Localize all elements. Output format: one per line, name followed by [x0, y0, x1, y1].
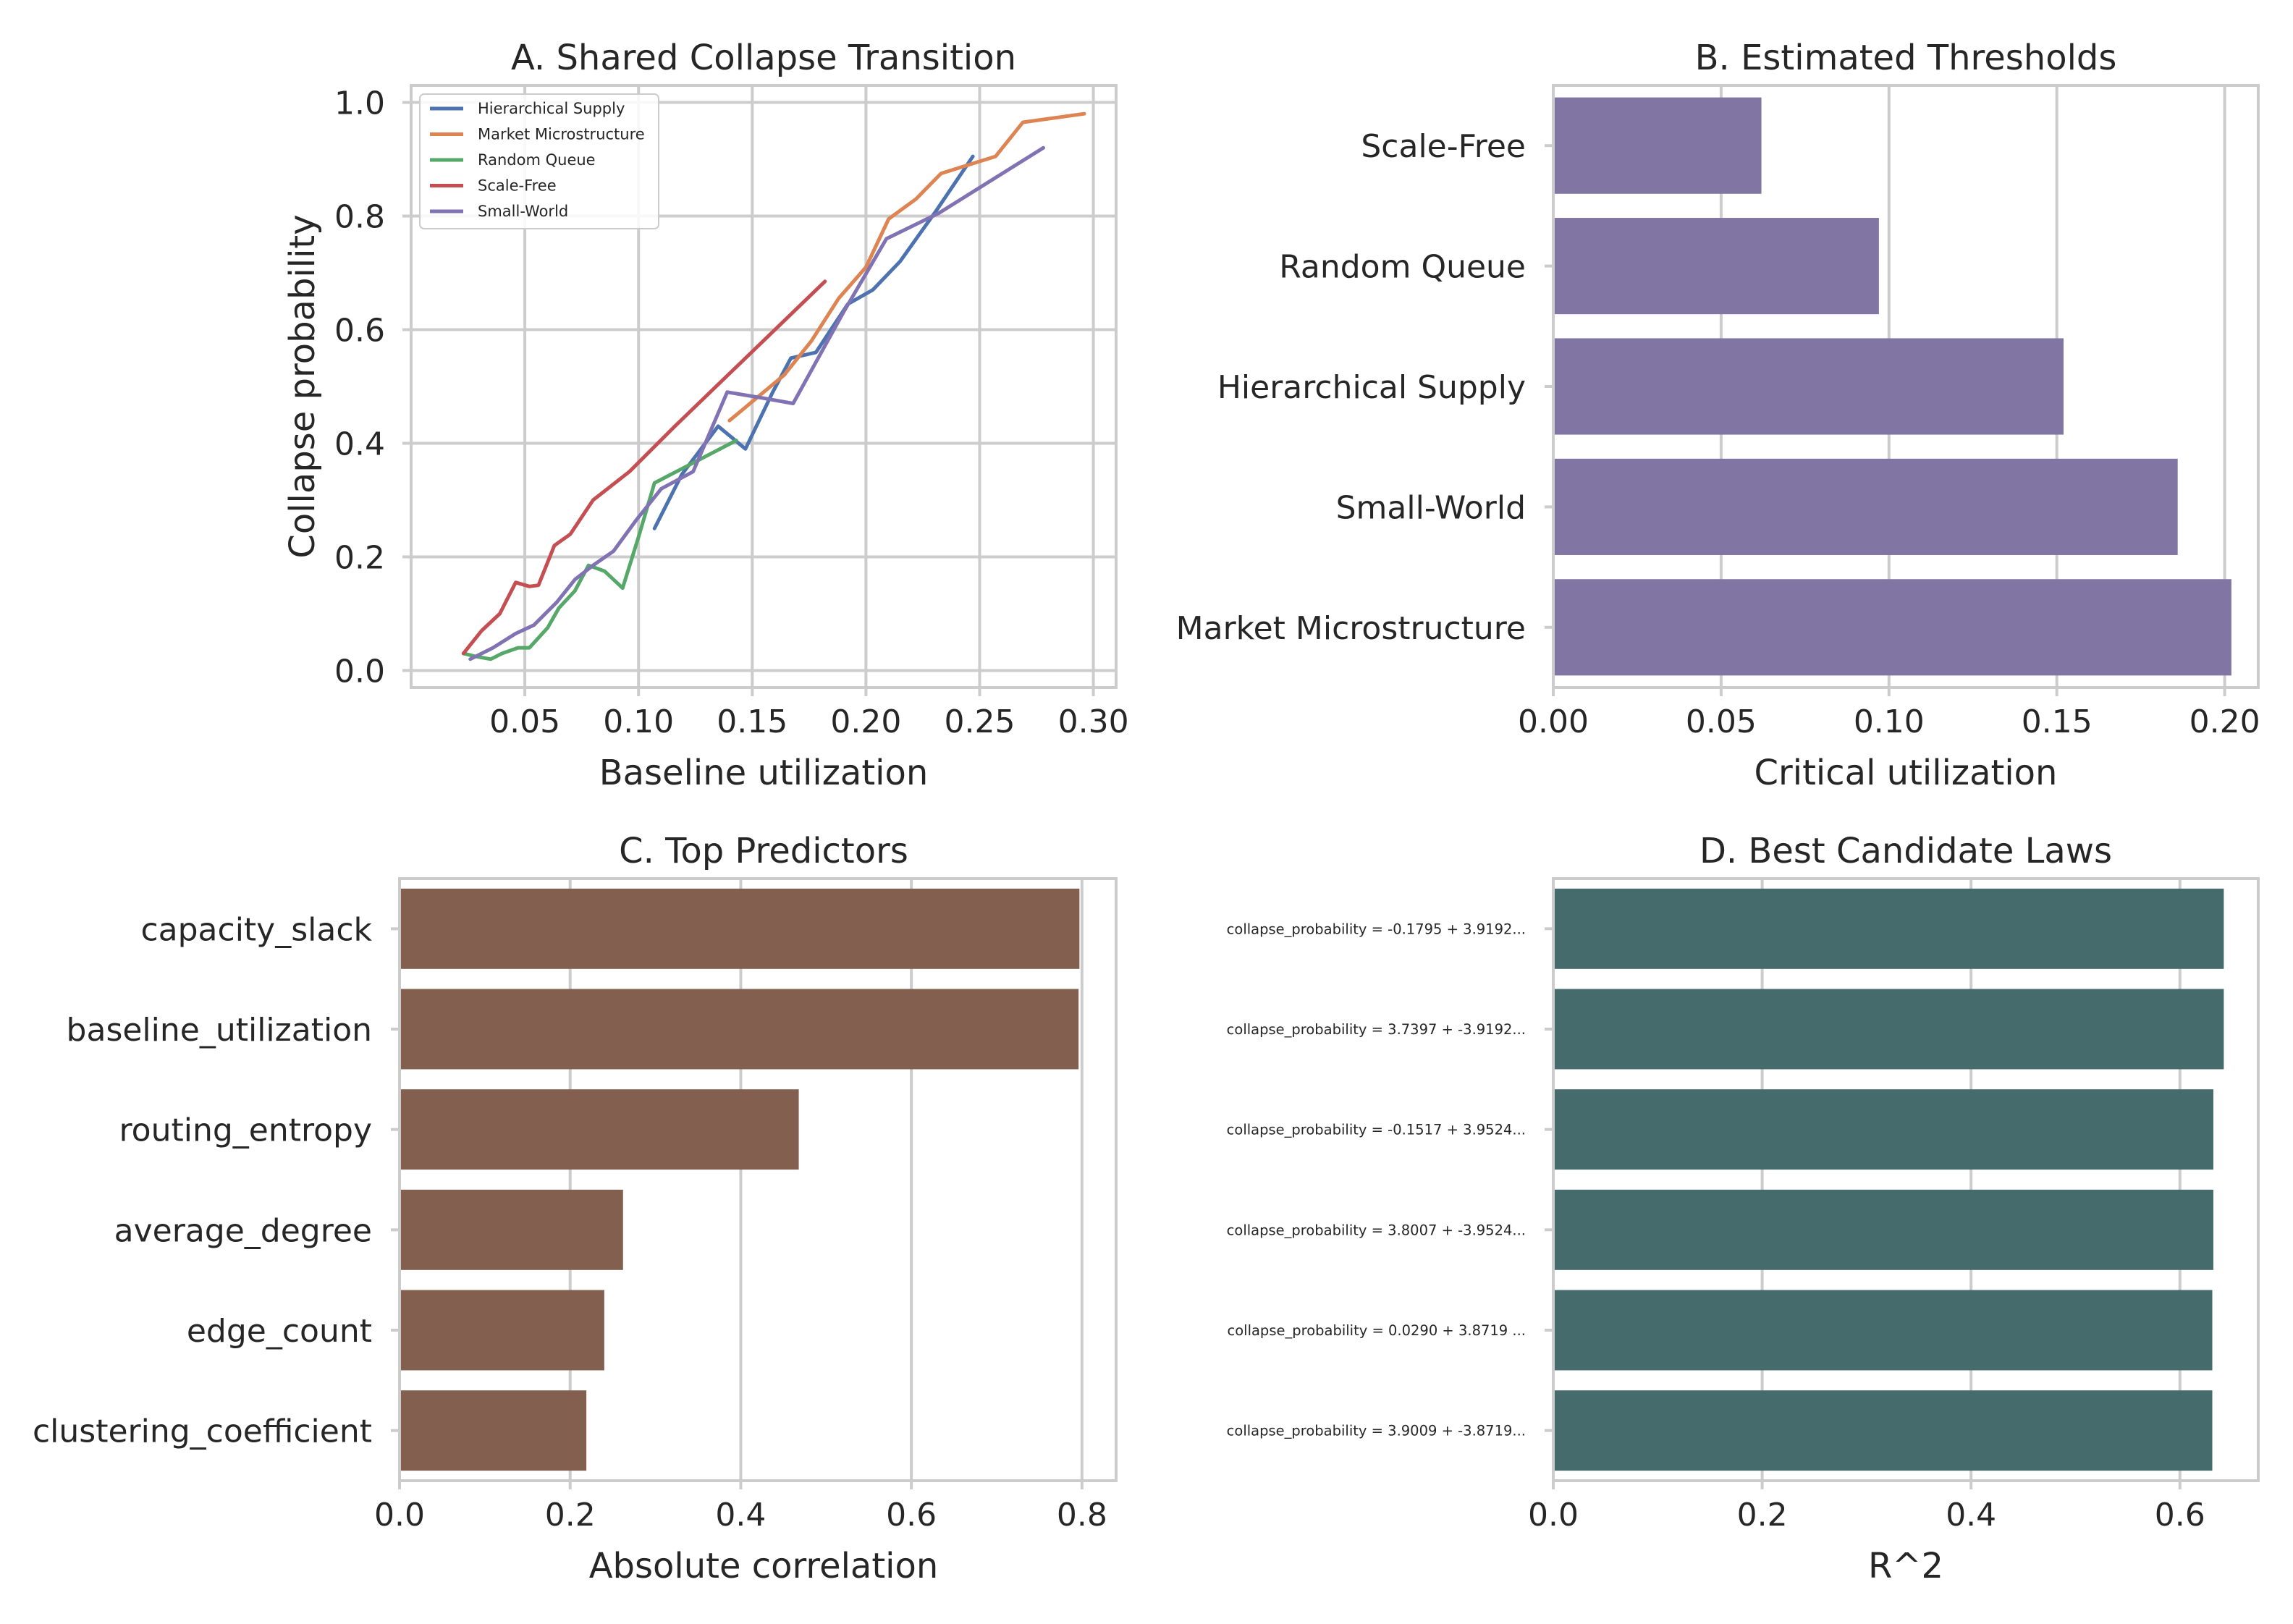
panel-c-bar	[400, 989, 1079, 1070]
panel-d-category-label: collapse_probability = 0.0290 + 3.8719 .…	[1228, 1322, 1526, 1339]
panel-b-bar-chart: 0.00 0.05 0.10 0.15 0.20 Scale-Free Random Que…	[1176, 38, 2260, 793]
panel-c-bar	[400, 1089, 799, 1170]
panel-d-title: D. Best Candidate Laws	[1699, 831, 2112, 871]
panel-d-bar	[1553, 1089, 2213, 1170]
panel-a-frame	[410, 84, 1118, 689]
panel-b-bar	[1553, 338, 2064, 435]
panel-c-xlabel: Absolute correlation	[589, 1546, 939, 1586]
panel-c-category-label: routing_entropy	[119, 1112, 372, 1149]
panel-d-xtick-label: 0.4	[1946, 1497, 1996, 1534]
panel-a-xtick-label: 0.05	[489, 703, 560, 740]
panel-a-xtick-label: 0.20	[830, 703, 901, 740]
panel-c-category-label: capacity_slack	[140, 911, 372, 948]
panel-d-category-label: collapse_probability = 3.8007 + -3.9524.…	[1227, 1222, 1526, 1238]
panel-c-title: C. Top Predictors	[619, 831, 908, 871]
panel-d-xlabel: R^2	[1868, 1546, 1943, 1586]
panel-b-bar	[1553, 579, 2231, 676]
panel-b-frame	[1552, 84, 2260, 689]
panel-c-bar-chart: 0.0 0.2 0.4 0.6 0.8 capacity_slack baseline_ut…	[33, 831, 1118, 1586]
panel-a-ytick-label: 1.0	[334, 85, 385, 122]
panel-d-bar	[1553, 1290, 2213, 1371]
panel-c-bar	[400, 888, 1080, 969]
panel-d-bar	[1553, 888, 2224, 969]
panel-c-xtick-label: 0.6	[886, 1497, 937, 1534]
panel-b-title: B. Estimated Thresholds	[1695, 38, 2117, 78]
panel-b-bar	[1553, 218, 1879, 315]
panel-c-xtick-label: 0.2	[545, 1497, 596, 1534]
panel-a-ytick-label: 0.6	[334, 313, 385, 350]
panel-a-tick-labels: 0.05 0.10 0.15 0.20 0.25 0.30 0.0 0.2 0.4 0.6 0.8 1…	[334, 85, 1129, 740]
series-line-hierarchical-supply	[652, 154, 975, 530]
panel-c-bar	[400, 1390, 587, 1471]
panel-b-xtick-label: 0.15	[2022, 703, 2093, 740]
panel-a-xlabel: Baseline utilization	[599, 753, 929, 793]
panel-c-frame	[398, 877, 1118, 1482]
panel-a-ytick-label: 0.4	[334, 426, 385, 462]
panel-c-bar	[400, 1189, 623, 1270]
panel-a-xtick-label: 0.30	[1058, 703, 1129, 740]
series-line-random-queue	[461, 439, 738, 661]
panel-b-category-label: Random Queue	[1279, 249, 1526, 286]
panel-a-xtick-label: 0.15	[717, 703, 787, 740]
panel-d-bar	[1553, 1390, 2213, 1471]
panel-b-category-label: Market Microstructure	[1176, 610, 1526, 647]
panel-d-xtick-label: 0.0	[1528, 1497, 1579, 1534]
legend-label: Market Microstructure	[478, 126, 645, 143]
panel-a-xtick-label: 0.25	[944, 703, 1015, 740]
panel-a-ytick-label: 0.0	[334, 653, 385, 690]
panel-c-tick-labels: 0.0 0.2 0.4 0.6 0.8 capacity_slack baseline_ut…	[33, 911, 1107, 1534]
panel-d-category-label: collapse_probability = -0.1517 + 3.9524.…	[1227, 1122, 1526, 1138]
panel-c-category-label: baseline_utilization	[67, 1012, 372, 1049]
legend-label: Scale-Free	[478, 177, 557, 195]
panel-a-ylabel: Collapse probability	[282, 214, 323, 558]
series-line-scale-free	[461, 279, 827, 656]
panel-c-category-label: edge_count	[187, 1313, 372, 1350]
panel-b-xtick-label: 0.05	[1686, 703, 1757, 740]
panel-b-bars	[1553, 97, 2231, 676]
panel-a-ytick-label: 0.8	[334, 199, 385, 236]
legend-label: Hierarchical Supply	[478, 100, 625, 117]
panel-a-series-lines	[461, 111, 1086, 661]
panel-b-category-label: Scale-Free	[1361, 128, 1526, 165]
series-line-market-microstructure	[727, 111, 1086, 423]
panel-c-bar	[400, 1290, 604, 1371]
legend-label: Random Queue	[478, 151, 596, 169]
series-line-small-world	[468, 145, 1045, 661]
panel-d-tick-labels: 0.0 0.2 0.4 0.6 collapse_probability = -0.17…	[1227, 921, 2205, 1534]
panel-d-bar-chart: 0.0 0.2 0.4 0.6 collapse_probability = -0.17…	[1227, 831, 2260, 1586]
panel-b-xlabel: Critical utilization	[1754, 753, 2058, 793]
panel-d-frame	[1552, 877, 2260, 1482]
panel-b-tick-labels: 0.00 0.05 0.10 0.15 0.20 Scale-Free Random Que…	[1176, 128, 2260, 740]
panel-a-ytick-label: 0.2	[334, 539, 385, 576]
legend-label: Small-World	[478, 203, 568, 220]
panel-b-bar	[1553, 458, 2178, 555]
panel-c-category-label: average_degree	[114, 1212, 372, 1249]
panel-b-category-label: Small-World	[1336, 489, 1526, 526]
panel-d-category-label: collapse_probability = 3.9009 + -3.8719.…	[1227, 1423, 1526, 1439]
panel-d-xtick-label: 0.6	[2155, 1497, 2205, 1534]
panel-b-category-label: Hierarchical Supply	[1217, 369, 1526, 406]
panel-d-xtick-label: 0.2	[1737, 1497, 1788, 1534]
panel-c-category-label: clustering_coefficient	[33, 1413, 372, 1450]
panel-a-legend: Hierarchical Supply Market Microstructure…	[419, 93, 659, 229]
panel-b-xtick-label: 0.10	[1854, 703, 1925, 740]
panel-c-xtick-label: 0.8	[1057, 1497, 1107, 1534]
panel-c-xtick-label: 0.4	[715, 1497, 766, 1534]
panel-c-bars	[400, 888, 1080, 1471]
panel-d-bar	[1553, 1189, 2213, 1270]
panel-d-category-label: collapse_probability = -0.1795 + 3.9192.…	[1227, 921, 1526, 937]
panel-d-bars	[1553, 888, 2224, 1471]
panel-a-line-chart: 0.05 0.10 0.15 0.20 0.25 0.30 0.0 0.2 0.4 0.6 0.8 1…	[282, 38, 1129, 793]
panel-a-xtick-label: 0.10	[603, 703, 674, 740]
panel-b-xtick-label: 0.20	[2189, 703, 2260, 740]
panel-c-xtick-label: 0.0	[374, 1497, 425, 1534]
panel-a-title: A. Shared Collapse Transition	[511, 38, 1016, 78]
panel-b-xtick-label: 0.00	[1518, 703, 1589, 740]
panel-b-bar	[1553, 97, 1762, 194]
panel-d-bar	[1553, 989, 2224, 1070]
panel-a-legend-box	[419, 93, 659, 229]
panel-d-category-label: collapse_probability = 3.7397 + -3.9192.…	[1227, 1021, 1526, 1038]
